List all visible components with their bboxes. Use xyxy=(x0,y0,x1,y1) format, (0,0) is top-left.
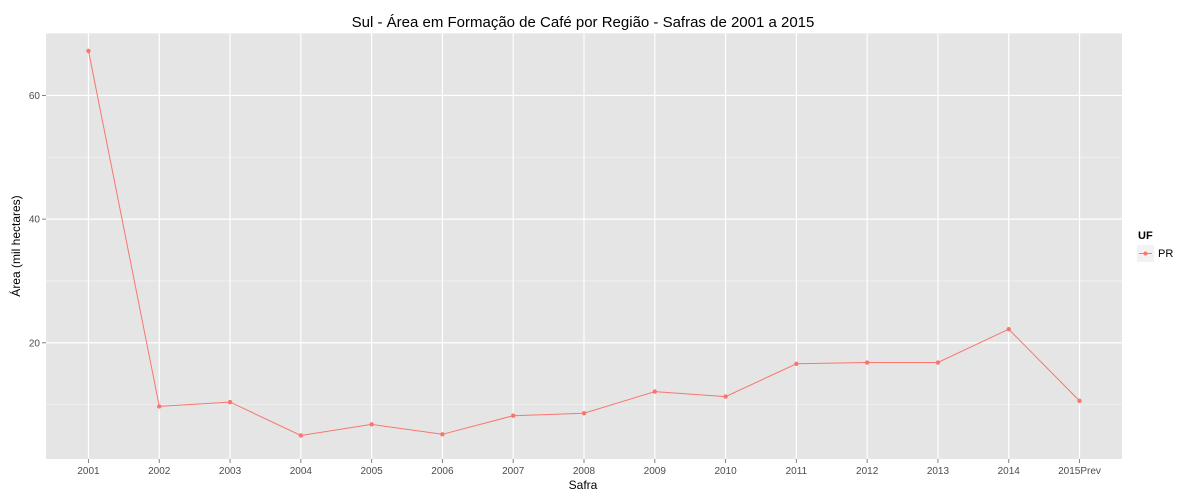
data-point xyxy=(298,433,304,438)
x-tick-label: 2010 xyxy=(714,466,737,477)
y-tick-label: 60 xyxy=(29,91,41,102)
major-grid xyxy=(46,33,1122,459)
legend-key-point xyxy=(1143,251,1148,256)
x-tick-label: 2003 xyxy=(219,466,242,477)
x-axis: 2001 2002 2003 2004 2005 2006 2007 2008 2009 2010… xyxy=(77,459,1101,477)
y-tick-label: 40 xyxy=(29,215,41,226)
data-point xyxy=(723,394,728,399)
x-tick-label: 2009 xyxy=(644,466,667,477)
data-point xyxy=(227,399,233,405)
legend-title: UF xyxy=(1138,230,1153,242)
x-tick-label: 2012 xyxy=(856,466,879,477)
data-point xyxy=(1006,326,1011,332)
y-axis-title: Área (mil hectares) xyxy=(8,195,23,296)
data-point xyxy=(86,48,91,54)
data-point xyxy=(157,404,162,409)
series-layer xyxy=(86,48,1082,438)
x-axis-title: Safra xyxy=(569,478,598,492)
data-point xyxy=(511,413,516,418)
x-tick-label: 2007 xyxy=(502,466,525,477)
data-point xyxy=(440,432,445,437)
chart-title: Sul - Área em Formação de Café por Regiã… xyxy=(352,14,815,31)
data-point xyxy=(581,411,587,416)
x-tick-label: 2015Prev xyxy=(1058,466,1101,477)
data-point xyxy=(1077,398,1082,404)
x-tick-label: 2006 xyxy=(431,466,454,477)
legend-label-pr: PR xyxy=(1158,248,1173,260)
data-point xyxy=(935,360,941,365)
data-point xyxy=(794,361,799,366)
x-tick-label: 2005 xyxy=(361,466,384,477)
x-tick-label: 2002 xyxy=(148,466,171,477)
x-tick-label: 2014 xyxy=(998,466,1021,477)
data-point xyxy=(369,422,374,427)
y-tick-label: 20 xyxy=(29,338,41,349)
x-tick-label: 2001 xyxy=(77,466,100,477)
x-tick-label: 2004 xyxy=(290,466,313,477)
x-tick-label: 2011 xyxy=(786,466,808,477)
data-point xyxy=(652,389,657,394)
data-point xyxy=(864,360,870,365)
legend: UF PR xyxy=(1137,230,1173,262)
x-tick-label: 2013 xyxy=(927,466,950,477)
x-tick-label: 2008 xyxy=(573,466,596,477)
y-axis: 20 40 60 xyxy=(29,91,46,349)
